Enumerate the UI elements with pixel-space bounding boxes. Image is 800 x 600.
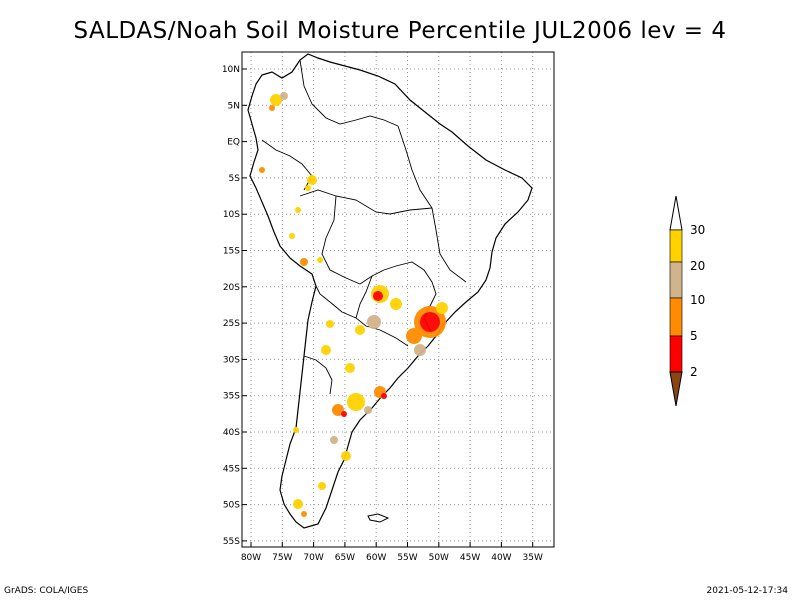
legend-colorbar: 30 20 10 5 2: [669, 195, 705, 407]
lon-tick-label: 50W: [429, 553, 449, 563]
footer-source: GrADS: COLA/IGES: [4, 586, 89, 596]
latitude-ticks: 10N 5N EQ 5S 10S 15S 20S 25S 30S 35S 40S 45S 50S 55S: [222, 65, 247, 547]
legend-box-5-10: [669, 297, 683, 337]
lon-tick-label: 40W: [491, 553, 511, 563]
legend-label-2: 2: [690, 365, 698, 379]
country-borders: [261, 59, 467, 395]
legend-box-2-5: [669, 335, 683, 373]
legend-box-20-30: [669, 229, 683, 263]
percentile-shading: [259, 92, 448, 517]
lat-tick-label: 30S: [223, 355, 240, 365]
lat-tick-label: 50S: [223, 501, 240, 511]
map-frame: [241, 51, 555, 548]
legend-top-arrow: [669, 195, 683, 231]
lat-tick-label: EQ: [227, 138, 240, 148]
lat-tick-label: 40S: [223, 428, 240, 438]
south-america-outline: [247, 53, 533, 529]
lat-tick-label: 45S: [223, 464, 240, 474]
lat-tick-label: 15S: [223, 247, 240, 257]
lat-tick-label: 10N: [222, 65, 240, 75]
lat-tick-label: 20S: [223, 283, 240, 293]
lat-tick-label: 5S: [229, 174, 241, 184]
map-title: SALDAS/Noah Soil Moisture Percentile JUL…: [73, 18, 727, 44]
lon-tick-label: 65W: [335, 553, 355, 563]
legend-label-10: 10: [690, 293, 705, 307]
lon-tick-label: 80W: [241, 553, 261, 563]
legend-bottom-arrow: [669, 371, 683, 407]
lon-tick-label: 45W: [460, 553, 480, 563]
lat-tick-label: 25S: [223, 319, 240, 329]
legend-label-20: 20: [690, 259, 705, 273]
falkland-islands: [367, 513, 390, 523]
legend-label-5: 5: [690, 329, 698, 343]
longitude-ticks: 80W 75W 70W 65W 60W 55W 50W 45W 40W 35W: [241, 542, 543, 563]
lon-tick-label: 60W: [366, 553, 386, 563]
lat-tick-label: 55S: [223, 537, 240, 547]
lat-tick-label: 5N: [228, 101, 240, 111]
lat-tick-label: 10S: [223, 210, 240, 220]
lon-tick-label: 55W: [397, 553, 417, 563]
legend-box-10-20: [669, 261, 683, 299]
lon-tick-label: 75W: [272, 553, 292, 563]
map-grid: [242, 52, 554, 547]
lon-tick-label: 70W: [303, 553, 323, 563]
legend-label-30: 30: [690, 223, 705, 237]
lat-tick-label: 35S: [223, 392, 240, 402]
lon-tick-label: 35W: [523, 553, 543, 563]
footer-timestamp: 2021-05-12-17:34: [706, 586, 789, 596]
